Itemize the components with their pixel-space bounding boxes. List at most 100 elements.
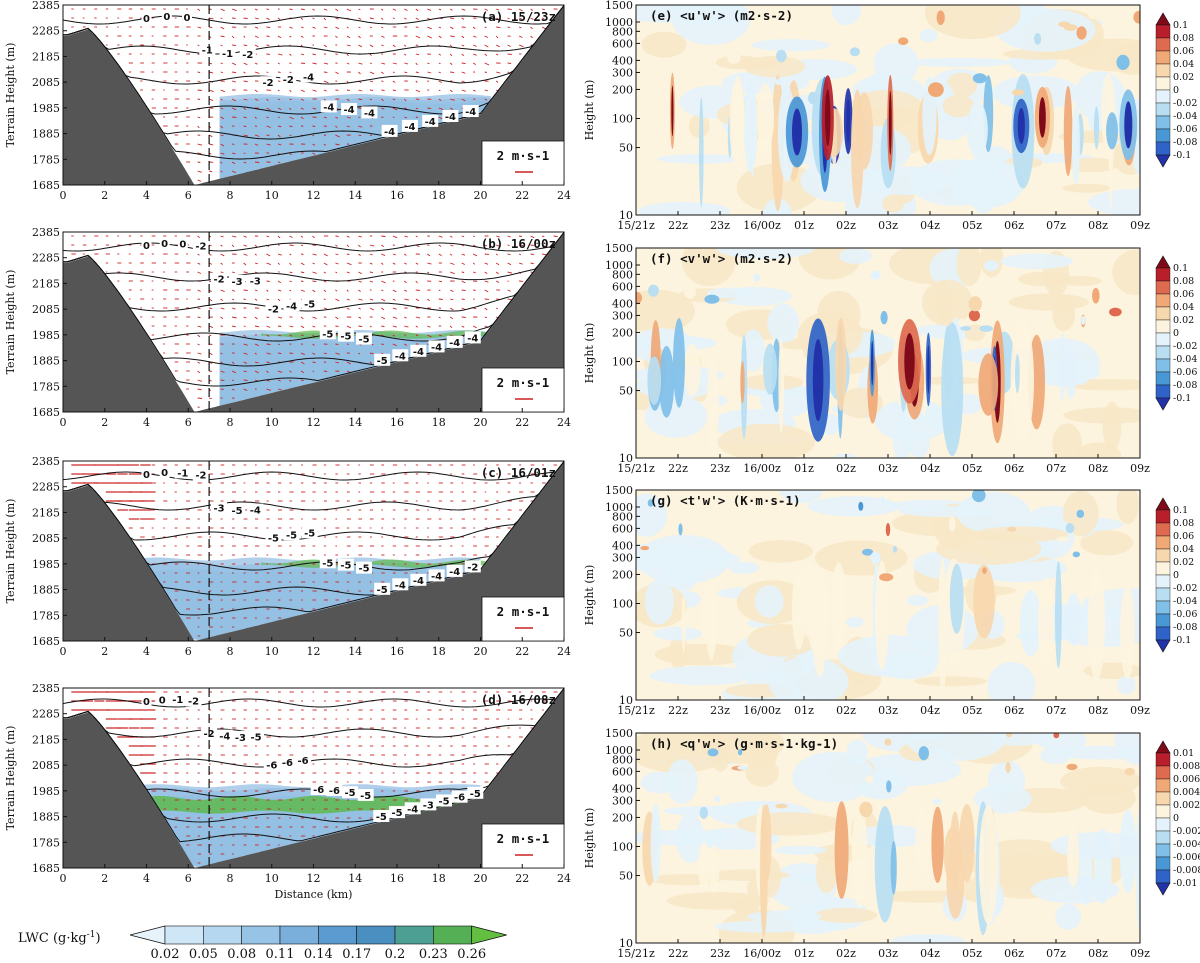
wind-vector bbox=[450, 35, 455, 38]
y-tick-label: 400 bbox=[612, 54, 633, 67]
y-tick-label: 1785 bbox=[32, 380, 60, 393]
flux-cell bbox=[1076, 509, 1085, 518]
wind-vector bbox=[243, 388, 248, 391]
y-tick-label: 100 bbox=[612, 597, 633, 610]
wind-vector bbox=[220, 143, 225, 147]
wind-vector bbox=[254, 134, 260, 137]
x-tick-label: 04z bbox=[920, 947, 940, 960]
wind-vector bbox=[404, 298, 409, 301]
wind-vector bbox=[472, 89, 476, 92]
wind-vector bbox=[404, 107, 407, 109]
x-tick-label: 0 bbox=[60, 645, 67, 658]
colorbar-segment bbox=[1155, 778, 1171, 793]
wind-vector bbox=[415, 116, 419, 118]
wind-vector bbox=[346, 262, 352, 266]
contour-label: -4 bbox=[395, 351, 406, 362]
wind-vector bbox=[289, 89, 292, 93]
contour-label: -5 bbox=[344, 788, 355, 799]
flux-cell bbox=[849, 47, 861, 57]
wind-vector bbox=[254, 289, 258, 292]
y-tick-label: 2385 bbox=[32, 0, 60, 12]
contour-label: -1 bbox=[177, 468, 188, 479]
wind-vector bbox=[254, 17, 260, 20]
flux-cell bbox=[1057, 536, 1069, 542]
contour-label-bg bbox=[357, 788, 374, 801]
wind-vector bbox=[323, 8, 328, 11]
wind-vector bbox=[323, 26, 328, 29]
contour-label: -4 bbox=[431, 342, 442, 353]
contour-label-bg bbox=[159, 466, 170, 479]
contour-label: -3 bbox=[213, 504, 224, 515]
contour-label-bg bbox=[420, 798, 437, 811]
wind-vector bbox=[277, 280, 282, 284]
contour-label-bg bbox=[422, 114, 439, 127]
wind-vector bbox=[220, 307, 225, 310]
flux-cell bbox=[1007, 526, 1017, 532]
flux-cell bbox=[788, 328, 794, 342]
wind-vector bbox=[323, 80, 329, 84]
flux-cell bbox=[995, 8, 1096, 52]
flux-cell bbox=[899, 506, 995, 517]
flux-cell bbox=[946, 72, 978, 98]
flux-cell bbox=[927, 344, 930, 394]
wind-vector bbox=[254, 316, 258, 320]
flux-cell bbox=[831, 562, 847, 650]
wind-vector bbox=[312, 152, 316, 155]
wind-vector bbox=[507, 26, 511, 29]
colorbar-segment bbox=[1155, 76, 1171, 91]
wind-vector bbox=[381, 71, 384, 74]
colorbar-segment bbox=[1155, 37, 1171, 52]
contour-label-bg bbox=[182, 10, 192, 23]
contour-label-bg bbox=[319, 327, 336, 340]
wind-vector bbox=[323, 62, 329, 65]
wind-vector bbox=[496, 235, 500, 238]
wind-vector bbox=[266, 388, 272, 391]
colorbar-tick-label: -0.1 bbox=[1173, 393, 1191, 404]
x-tick-label: 18 bbox=[432, 645, 446, 658]
x-tick-label: 12 bbox=[307, 645, 321, 658]
wind-vector bbox=[220, 8, 225, 12]
wind-vector bbox=[358, 244, 361, 248]
wind-vector bbox=[197, 397, 203, 399]
wind-vector bbox=[243, 152, 246, 154]
flux-cell bbox=[1038, 577, 1054, 671]
wind-vector bbox=[312, 289, 316, 293]
wind-vector bbox=[404, 262, 407, 265]
flux-cell bbox=[637, 202, 731, 215]
x-tick-label: 4 bbox=[143, 872, 150, 885]
contour-label: -4 bbox=[449, 567, 460, 578]
wind-vector bbox=[220, 379, 225, 382]
contour-label-bg bbox=[192, 468, 209, 481]
wind-vector bbox=[289, 379, 292, 382]
wind-vector bbox=[243, 134, 249, 137]
colorbar-tick-label: 0.2 bbox=[385, 947, 406, 962]
flux-cell bbox=[647, 499, 654, 507]
contour-label: -4 bbox=[384, 127, 395, 138]
contour-label-bg bbox=[248, 730, 265, 743]
flux-cell bbox=[922, 279, 973, 326]
wind-vector bbox=[254, 370, 259, 374]
flux-panels: (e) <u'w'> (m2·s-2)150010008006004003002… bbox=[583, 0, 1200, 960]
wind-vector bbox=[346, 35, 351, 39]
contour-label-bg bbox=[141, 12, 152, 25]
flux-cell bbox=[676, 813, 705, 863]
wind-vector bbox=[231, 307, 236, 310]
wind-vector bbox=[197, 71, 201, 74]
wind-vector bbox=[392, 62, 398, 65]
wind-vector bbox=[358, 35, 361, 39]
wind-vector bbox=[335, 8, 339, 12]
flux-cell bbox=[941, 322, 964, 457]
x-tick-label: 01z bbox=[794, 462, 814, 475]
wind-vector bbox=[266, 352, 271, 355]
wind-vector bbox=[438, 71, 442, 74]
wind-vector bbox=[438, 8, 442, 11]
x-tick-label: 16 bbox=[390, 189, 404, 202]
colorbar-cap bbox=[1155, 255, 1171, 269]
colorbar-tick-label: -0.1 bbox=[1173, 635, 1191, 646]
flux-cell bbox=[638, 548, 741, 571]
y-tick-label: 2285 bbox=[32, 252, 60, 265]
colorbar-segment bbox=[1155, 371, 1171, 386]
wind-vector bbox=[449, 8, 453, 11]
wind-vector bbox=[277, 17, 281, 20]
